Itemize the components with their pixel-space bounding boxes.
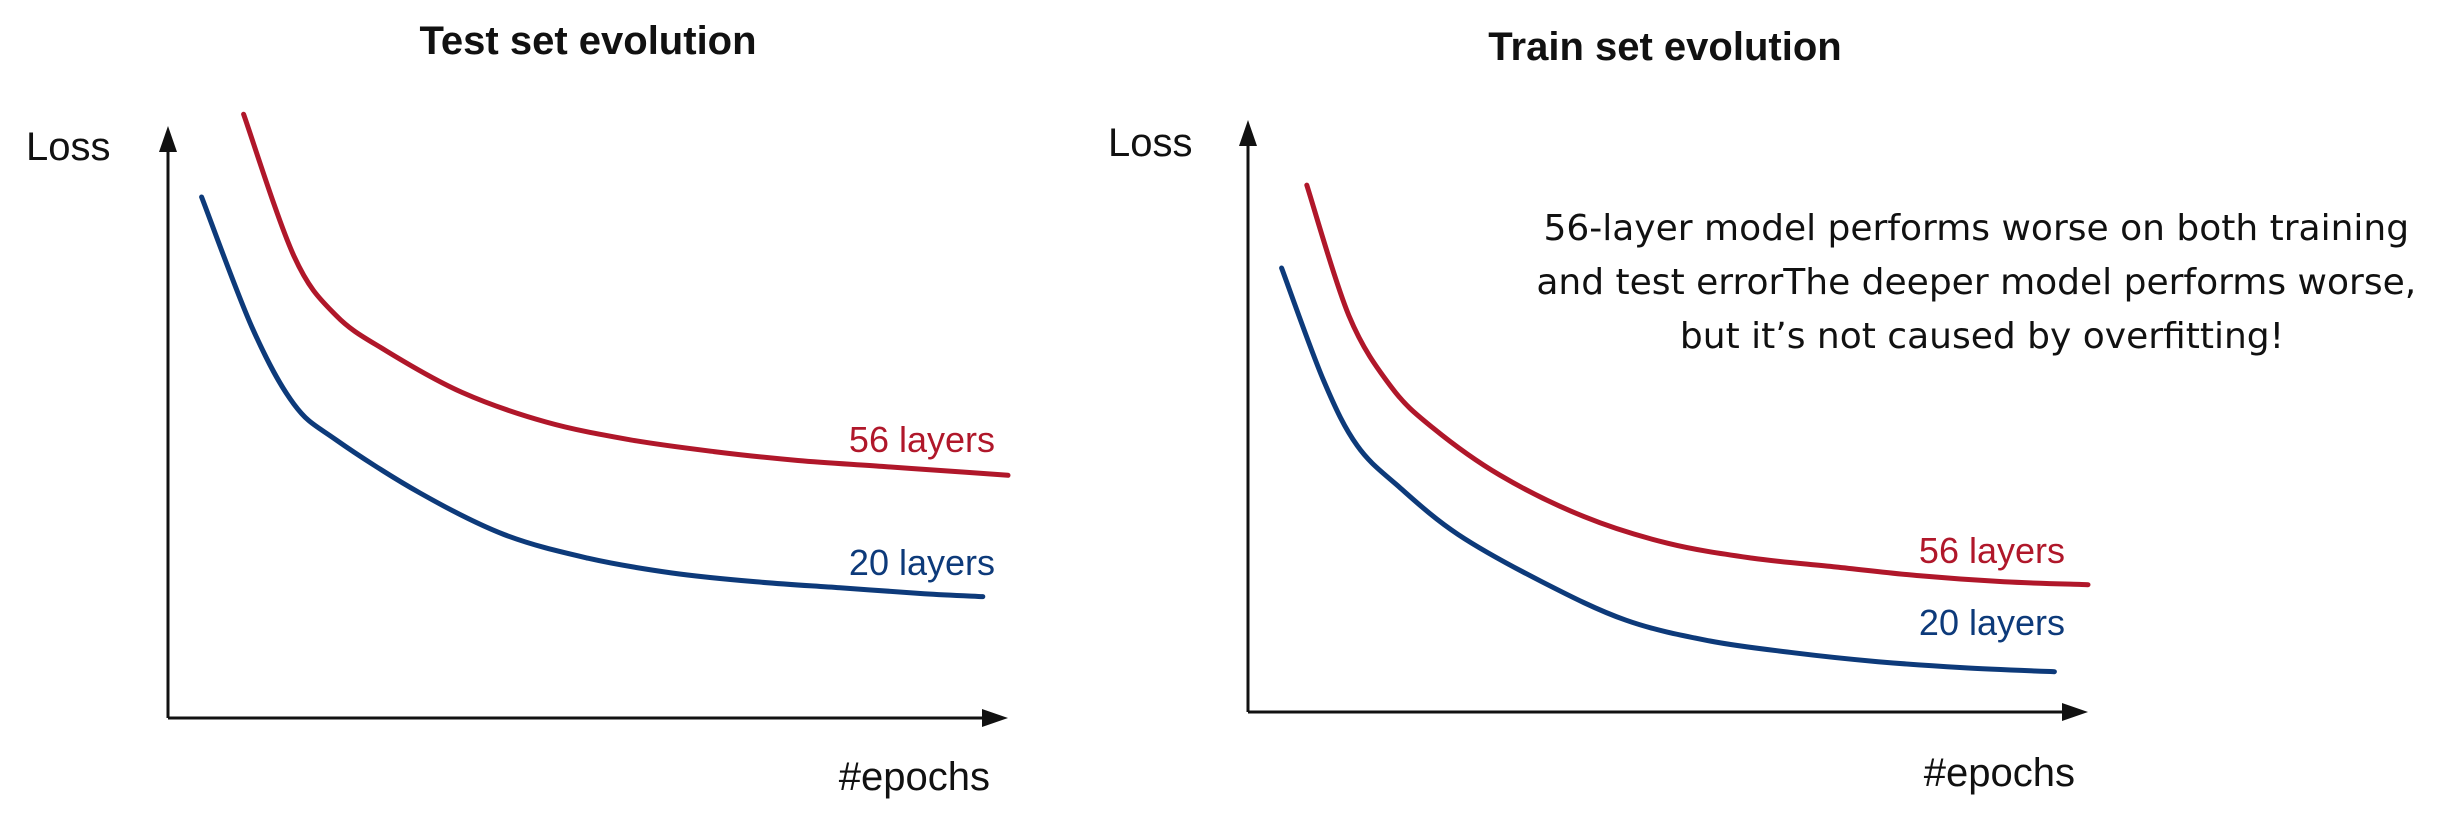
series-line-56-layers <box>241 111 1011 478</box>
test-set-chart: Test set evolution Loss #epochs 56 layer… <box>26 19 1011 799</box>
series-label: 56 layers <box>849 419 995 460</box>
annotation-line: and test errorThe deeper model performs … <box>1536 262 2416 303</box>
x-axis-label: #epochs <box>839 755 990 799</box>
annotation-text: 56-layer model performs worse on both tr… <box>1536 208 2427 357</box>
series-line-20-layers <box>1279 265 2057 675</box>
series-label: 20 layers <box>849 542 995 583</box>
series-line-56-layers <box>1304 182 2091 588</box>
series-label: 20 layers <box>1919 602 2065 643</box>
train-set-chart: Train set evolution Loss #epochs 56-laye… <box>1108 25 2427 795</box>
y-axis-arrow-icon <box>1239 120 1257 146</box>
x-axis-arrow-icon <box>982 709 1008 727</box>
series-line-20-layers <box>199 194 986 600</box>
x-axis-arrow-icon <box>2062 703 2088 721</box>
annotation-line: 56-layer model performs worse on both tr… <box>1543 208 2409 249</box>
y-axis-arrow-icon <box>159 126 177 152</box>
plot-area: 56 layers 20 layers <box>1279 182 2091 675</box>
y-axis-label: Loss <box>26 125 111 169</box>
chart-title: Test set evolution <box>419 19 756 63</box>
y-axis-label: Loss <box>1108 121 1193 165</box>
x-axis-label: #epochs <box>1924 751 2075 795</box>
chart-title: Train set evolution <box>1488 25 1841 69</box>
annotation-line: but it’s not caused by overfitting! <box>1680 316 2284 357</box>
plot-area: 56 layers 20 layers <box>199 111 1011 600</box>
series-label: 56 layers <box>1919 530 2065 571</box>
